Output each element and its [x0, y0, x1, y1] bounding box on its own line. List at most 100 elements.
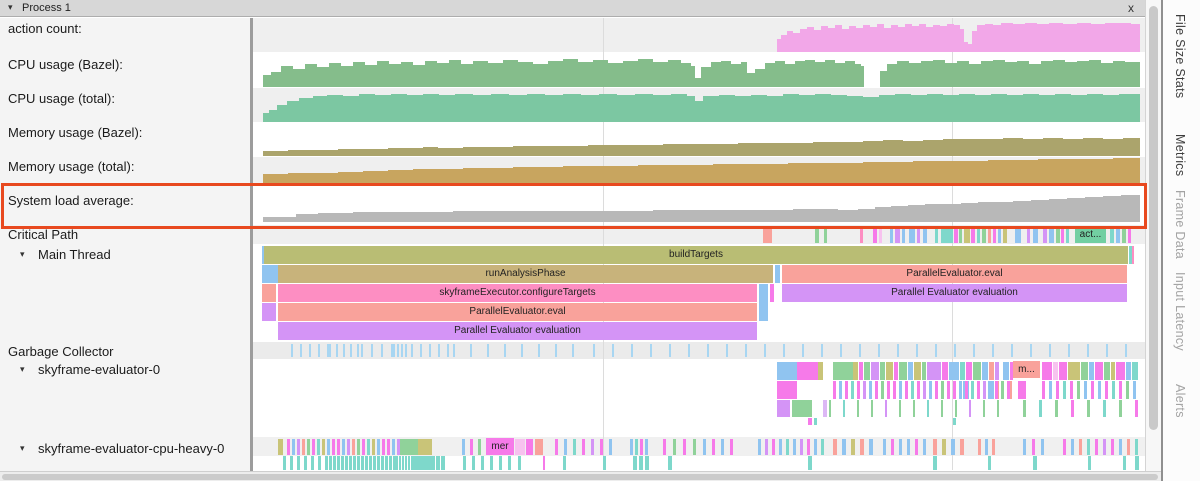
trace-tick[interactable]	[1023, 400, 1026, 417]
trace-tick[interactable]	[311, 456, 314, 470]
trace-tick[interactable]	[992, 344, 994, 357]
trace-tick[interactable]	[988, 227, 991, 243]
trace-tick[interactable]	[814, 439, 817, 455]
trace-tick[interactable]	[327, 439, 330, 455]
trace-slice[interactable]	[262, 246, 264, 264]
trace-tick[interactable]	[935, 344, 937, 357]
trace-tick[interactable]	[438, 344, 440, 357]
trace-tick[interactable]	[1087, 439, 1090, 455]
trace-slice[interactable]	[1129, 246, 1132, 264]
trace-tick[interactable]	[843, 400, 845, 417]
trace-tick[interactable]	[668, 456, 672, 470]
trace-tick[interactable]	[1135, 456, 1139, 470]
trace-slice[interactable]: buildTargets	[264, 246, 1128, 264]
trace-tick[interactable]	[1103, 439, 1106, 455]
trace-tick[interactable]	[883, 439, 886, 455]
horizontal-scrollbar-thumb[interactable]	[2, 474, 1158, 480]
trace-tick[interactable]	[1098, 381, 1101, 399]
trace-tick[interactable]	[327, 344, 329, 357]
trace-tick[interactable]	[1128, 227, 1131, 243]
trace-tick[interactable]	[369, 456, 372, 470]
trace-tick[interactable]	[887, 381, 890, 399]
trace-tick[interactable]	[929, 381, 932, 399]
trace-tick[interactable]	[453, 344, 455, 357]
row-label[interactable]: Main Thread	[38, 247, 111, 262]
trace-tick[interactable]	[989, 362, 994, 380]
trace-slice[interactable]	[770, 284, 774, 302]
trace-tick[interactable]	[927, 400, 929, 417]
trace-tick[interactable]	[572, 344, 574, 357]
trace-tick[interactable]	[923, 381, 926, 399]
trace-tick[interactable]	[1049, 344, 1051, 357]
counter-chart-1[interactable]	[263, 53, 1140, 87]
trace-tick[interactable]	[982, 227, 986, 243]
trace-tick[interactable]	[914, 362, 921, 380]
trace-tick[interactable]	[603, 456, 606, 470]
trace-tick[interactable]	[543, 456, 545, 470]
trace-tick[interactable]	[573, 439, 576, 455]
trace-tick[interactable]	[1132, 362, 1138, 380]
trace-tick[interactable]	[983, 400, 985, 417]
trace-tick[interactable]	[365, 456, 368, 470]
trace-tick[interactable]	[300, 344, 302, 357]
row-label[interactable]: skyframe-evaluator-cpu-heavy-0	[38, 441, 225, 456]
trace-tick[interactable]	[1042, 381, 1045, 399]
trace-tick[interactable]	[955, 400, 957, 417]
trace-tick[interactable]	[815, 227, 819, 243]
trace-tick[interactable]	[472, 456, 475, 470]
trace-tick[interactable]	[808, 418, 812, 425]
trace-tick[interactable]	[411, 456, 413, 470]
trace-tick[interactable]	[1018, 381, 1026, 399]
trace-tick[interactable]	[563, 456, 566, 470]
trace-tick[interactable]	[965, 381, 968, 399]
trace-tick[interactable]	[1033, 456, 1037, 470]
trace-tick[interactable]	[973, 362, 981, 380]
trace-tick[interactable]	[1081, 362, 1088, 380]
trace-tick[interactable]	[1095, 362, 1103, 380]
trace-slice[interactable]	[262, 284, 276, 302]
trace-tick[interactable]	[1049, 227, 1054, 243]
trace-tick[interactable]	[880, 362, 885, 380]
trace-tick[interactable]	[336, 344, 338, 357]
trace-tick[interactable]	[357, 439, 360, 455]
trace-tick[interactable]	[1066, 227, 1069, 243]
trace-tick[interactable]	[1116, 362, 1125, 380]
trace-tick[interactable]	[362, 439, 365, 455]
trace-tick[interactable]	[361, 456, 364, 470]
trace-tick[interactable]	[1077, 381, 1080, 399]
trace-tick[interactable]	[777, 400, 790, 417]
trace-tick[interactable]	[899, 362, 907, 380]
trace-tick[interactable]	[745, 344, 747, 357]
trace-tick[interactable]	[909, 227, 915, 243]
trace-tick[interactable]	[645, 456, 649, 470]
trace-tick[interactable]	[633, 456, 637, 470]
trace-tick[interactable]	[899, 400, 901, 417]
trace-tick[interactable]	[1008, 381, 1012, 399]
trace-tick[interactable]	[989, 381, 992, 399]
vertical-scrollbar[interactable]	[1145, 0, 1161, 471]
vertical-scrollbar-thumb[interactable]	[1149, 6, 1158, 430]
trace-tick[interactable]	[977, 381, 980, 399]
trace-tick[interactable]	[978, 439, 981, 455]
trace-tick[interactable]	[1106, 344, 1108, 357]
trace-slice[interactable]: runAnalysisPhase	[278, 265, 773, 283]
trace-tick[interactable]	[405, 456, 407, 470]
trace-tick[interactable]	[429, 344, 431, 357]
trace-tick[interactable]	[385, 456, 388, 470]
trace-tick[interactable]	[860, 439, 864, 455]
trace-tick[interactable]	[802, 344, 804, 357]
trace-tick[interactable]	[954, 344, 956, 357]
trace-tick[interactable]	[640, 439, 643, 455]
trace-tick[interactable]	[941, 400, 943, 417]
trace-tick[interactable]	[935, 227, 938, 243]
trace-tick[interactable]	[942, 439, 946, 455]
trace-tick[interactable]	[821, 439, 824, 455]
trace-tick[interactable]	[864, 362, 870, 380]
trace-tick[interactable]	[995, 381, 998, 399]
trace-tick[interactable]	[818, 362, 823, 380]
trace-tick[interactable]	[1056, 227, 1060, 243]
trace-tick[interactable]	[859, 344, 861, 357]
trace-tick[interactable]	[297, 456, 300, 470]
trace-tick[interactable]	[669, 344, 671, 357]
trace-tick[interactable]	[959, 381, 962, 399]
